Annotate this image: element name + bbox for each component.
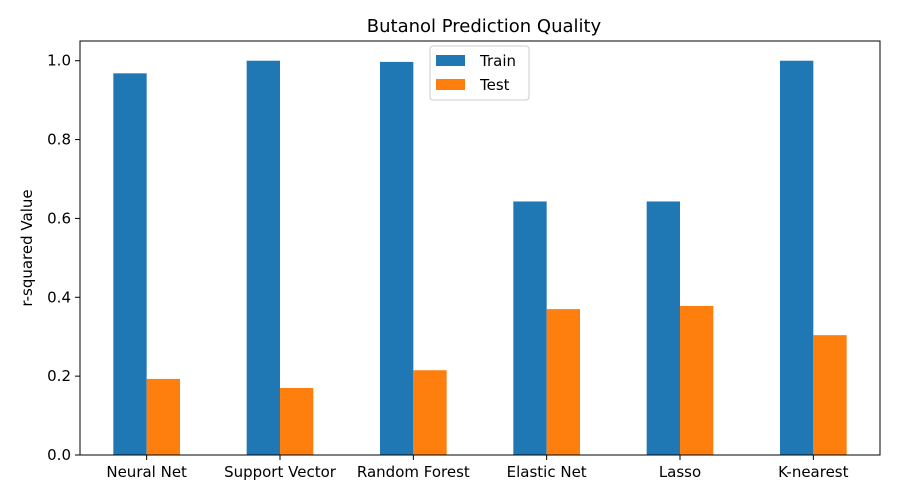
- x-tick-label: Neural Net: [106, 463, 187, 481]
- bar-train-4: [646, 201, 680, 455]
- legend-label-train: Train: [479, 52, 516, 70]
- x-tick-label: Random Forest: [357, 463, 470, 481]
- plot-area: 0.0 0.2 0.4 0.6 0.8 1.0 Neural Net Support Vect…: [47, 40, 881, 481]
- chart-title: Butanol Prediction Quality: [367, 16, 602, 37]
- plot-frame: [79, 40, 881, 456]
- y-tick-label: 1.0: [47, 52, 71, 70]
- legend-swatch-train: [436, 55, 465, 66]
- x-tick-label: K-nearest: [778, 463, 848, 481]
- legend-label-test: Test: [479, 76, 510, 94]
- y-axis-title: r-squared Value: [18, 189, 36, 306]
- y-tick-label: 0.2: [47, 367, 71, 385]
- x-tick-label: Lasso: [659, 463, 701, 481]
- bar-test-1: [280, 387, 314, 455]
- bar-test-0: [146, 378, 180, 455]
- series-test: [146, 305, 847, 455]
- y-tick-label: 0.0: [47, 446, 71, 464]
- y-tick-label: 0.8: [47, 131, 71, 149]
- bar-train-2: [380, 61, 414, 456]
- bar-train-3: [513, 201, 547, 455]
- bar-test-2: [413, 370, 447, 455]
- x-tick-label: Support Vector: [224, 463, 337, 481]
- bar-test-3: [546, 309, 580, 455]
- y-axis: 0.0 0.2 0.4 0.6 0.8 1.0: [47, 52, 80, 464]
- legend-swatch-test: [436, 79, 465, 90]
- legend: Train Test: [429, 45, 530, 101]
- x-tick-label: Elastic Net: [507, 463, 587, 481]
- bar-train-5: [780, 60, 814, 456]
- series-train: [113, 60, 814, 456]
- bar-test-4: [680, 305, 714, 455]
- x-axis: Neural Net Support Vector Random Forest Ela…: [106, 455, 849, 481]
- bar-train-0: [113, 73, 147, 455]
- bar-test-5: [813, 335, 847, 455]
- y-tick-label: 0.6: [47, 209, 71, 227]
- bar-train-1: [246, 60, 280, 456]
- y-tick-label: 0.4: [47, 288, 71, 306]
